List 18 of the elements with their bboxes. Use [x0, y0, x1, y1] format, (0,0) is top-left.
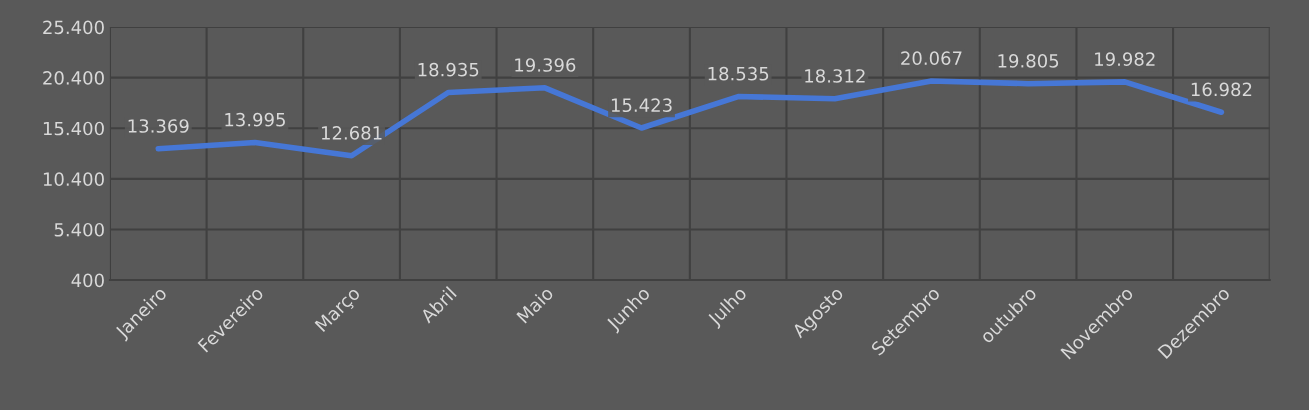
y-tick-label: 15.400 [43, 121, 104, 136]
data-label: 18.935 [418, 62, 479, 77]
data-label: 13.369 [128, 119, 189, 133]
data-label: 19.396 [515, 58, 576, 72]
data-label: 19.982 [1095, 52, 1155, 66]
data-label: 13.995 [225, 112, 285, 127]
data-label: 20.067 [901, 51, 962, 66]
data-label: 16.982 [1191, 82, 1252, 97]
data-label: 19.805 [998, 54, 1059, 68]
data-label: 12.681 [321, 126, 382, 140]
data-label: 15.423 [611, 98, 672, 113]
y-tick-label: 25.400 [43, 20, 104, 35]
data-label: 18.535 [708, 66, 769, 81]
y-tick-label: 5.400 [54, 222, 104, 237]
y-tick-label: 10.400 [43, 172, 104, 186]
data-label: 18.312 [805, 69, 865, 83]
y-tick-label: 400 [71, 273, 104, 288]
y-tick-label: 20.400 [43, 71, 104, 85]
